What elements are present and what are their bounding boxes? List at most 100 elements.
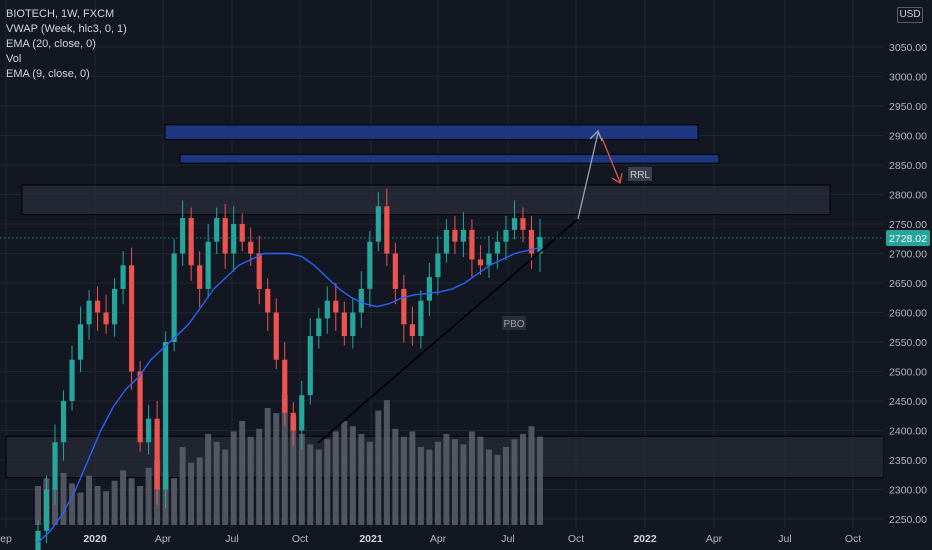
candle-body (120, 265, 126, 289)
indicator-ema20[interactable]: EMA (20, close, 0) (6, 38, 96, 50)
price-tick-label: 3000.00 (889, 72, 927, 84)
candle-body (418, 300, 424, 337)
volume-bar (239, 421, 246, 525)
pullback-arrowhead (611, 172, 623, 185)
candle-body (358, 288, 364, 313)
symbol-title[interactable]: BIOTECH, 1W, FXCM (6, 8, 115, 20)
indicator-vwap[interactable]: VWAP (Week, hlc3, 0, 1) (6, 23, 127, 35)
candle-body (341, 312, 347, 337)
volume-bar (460, 444, 467, 525)
volume-bar (103, 491, 110, 525)
candle-body (520, 218, 526, 230)
volume-bar (256, 428, 263, 525)
last-price-tag: 2728.02 (886, 230, 930, 246)
candle-body (367, 241, 373, 289)
volume-bar (451, 439, 458, 525)
price-tick-label: 2650.00 (889, 278, 927, 290)
price-tick-label: 2900.00 (889, 131, 927, 143)
volume-bar (375, 410, 382, 525)
price-tick-label: 2250.00 (889, 514, 927, 526)
volume-bar (468, 431, 475, 525)
zone-box (164, 124, 699, 141)
price-tick-label: 2500.00 (889, 367, 927, 379)
rrl-label: RRL (628, 167, 652, 181)
volume-bar (281, 395, 288, 525)
candle-body (426, 277, 432, 301)
candle-body (460, 229, 467, 242)
time-tick-label: 2020 (83, 533, 107, 545)
candle-body (52, 442, 58, 490)
pbo-label: PBO (502, 316, 526, 330)
candle-body (231, 224, 237, 254)
indicator-ema9[interactable]: EMA (9, close, 0) (6, 68, 90, 80)
time-axis-labels: ep 2020 Apr Jul Oct 2021 Apr Jul Oct 2022 Apr Jul Oc… (0, 533, 861, 545)
volume-bar (196, 457, 203, 525)
time-tick-label: Jul (501, 533, 514, 545)
projection-line (577, 132, 599, 220)
candle-body (103, 312, 109, 325)
time-tick-label: 2022 (633, 533, 657, 545)
candle-body (401, 288, 407, 325)
candle-body (290, 412, 296, 431)
volume-bar (349, 426, 356, 525)
candle-body (333, 300, 339, 313)
price-tick-label: 3050.00 (889, 42, 927, 54)
volume-bar (332, 431, 339, 525)
candle-body (43, 489, 50, 531)
candle-body (222, 218, 228, 254)
volume-bar (528, 426, 535, 525)
candle-body (384, 206, 390, 254)
time-tick-label: Jul (778, 533, 791, 545)
volume-bar (290, 415, 297, 525)
candle-body (350, 312, 356, 337)
ema-line (37, 246, 541, 544)
time-tick-label: Apr (155, 533, 172, 545)
svg-text:RRL: RRL (630, 170, 650, 181)
projection-arrowhead (589, 129, 603, 142)
candle-body (214, 218, 220, 242)
candle-body (265, 288, 271, 313)
currency-button[interactable]: USD (897, 7, 923, 23)
volume-bar (417, 447, 424, 525)
candle-body (316, 318, 322, 337)
candle-body (273, 312, 279, 360)
candle-body (146, 418, 152, 443)
candle-body (452, 229, 458, 242)
price-axis[interactable] (884, 0, 932, 528)
volume-bar (273, 413, 280, 525)
candle-body (392, 253, 398, 289)
svg-text:2728.02: 2728.02 (889, 233, 927, 245)
candle-body (282, 359, 288, 413)
volume-bar (324, 439, 331, 525)
volume-bar (537, 436, 543, 525)
volume-bar (477, 436, 484, 525)
volume-bar (86, 475, 93, 525)
candle-body (86, 300, 92, 325)
candle-body (163, 342, 169, 490)
volume-bar (341, 421, 348, 525)
volume-bar (205, 434, 212, 525)
volume-bar (137, 486, 144, 525)
chart-legend: BIOTECH, 1W, FXCM VWAP (Week, hlc3, 0, 1… (6, 7, 127, 82)
volume-bar (247, 436, 254, 525)
volume-bar (392, 428, 399, 525)
candle-body (409, 324, 415, 337)
volume-bar (213, 441, 220, 525)
volume-bar (434, 441, 441, 525)
candle-body (324, 300, 330, 319)
price-axis-labels: 3050.00 3000.00 2950.00 2900.00 2850.00 2800.… (889, 42, 927, 526)
candle-body (60, 401, 67, 443)
volume-bar (298, 434, 305, 525)
candle-body (375, 206, 381, 242)
time-tick-label: Oct (568, 533, 584, 545)
volume-bar (511, 439, 518, 525)
volume-bar (409, 431, 416, 525)
candle-body (435, 253, 441, 278)
volume-bar (485, 449, 492, 525)
indicator-volume[interactable]: Vol (6, 53, 22, 65)
volume-bar (315, 449, 322, 525)
candle-body (299, 395, 305, 431)
volume-bars (35, 395, 543, 525)
candle-body (307, 336, 313, 396)
